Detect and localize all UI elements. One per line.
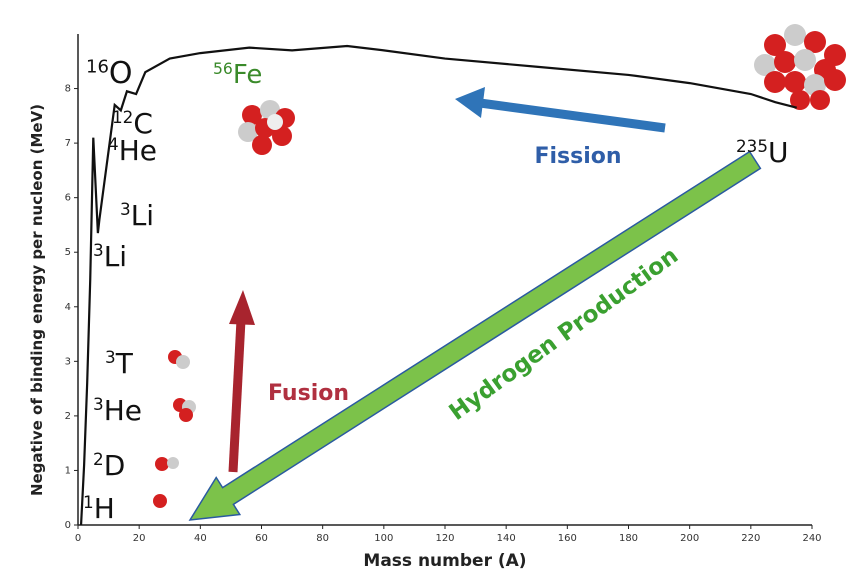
element-symbol: H <box>94 492 115 525</box>
element-symbol: Li <box>104 240 127 273</box>
mass-number: 3 <box>93 394 104 414</box>
y-axis-title: Negative of binding energy per nucleon (… <box>28 104 46 496</box>
y-tick-label: 7 <box>65 138 71 149</box>
nuclide-label: 3Li <box>120 199 154 232</box>
x-tick-label: 80 <box>316 533 329 544</box>
x-tick-label: 20 <box>133 533 146 544</box>
nuclide-label: 2D <box>93 449 125 482</box>
y-tick-label: 3 <box>65 356 71 367</box>
x-tick-label: 140 <box>497 533 516 544</box>
x-tick-label: 240 <box>802 533 821 544</box>
y-tick-label: 2 <box>65 411 71 422</box>
x-tick-label: 200 <box>680 533 699 544</box>
element-symbol: D <box>104 449 126 482</box>
mass-number: 56 <box>213 60 233 78</box>
x-tick-label: 100 <box>374 533 393 544</box>
x-tick-label: 0 <box>75 533 81 544</box>
mass-number: 16 <box>86 57 109 78</box>
y-tick-label: 1 <box>65 465 71 476</box>
element-symbol: O <box>109 56 133 91</box>
element-symbol: Li <box>131 199 154 232</box>
y-tick-label: 0 <box>65 520 71 531</box>
element-symbol: U <box>768 136 789 169</box>
mass-number: 235 <box>736 136 768 156</box>
y-tick-label: 5 <box>65 247 71 258</box>
element-symbol: T <box>115 347 134 380</box>
x-tick-label: 180 <box>619 533 638 544</box>
nuclide-label: 56Fe <box>213 60 262 90</box>
nuclide-label: 4He <box>108 134 157 167</box>
fission-arrow-head <box>455 87 485 118</box>
x-tick-label: 120 <box>435 533 454 544</box>
fusion-arrow-shaft <box>233 320 241 472</box>
element-symbol: Fe <box>233 60 263 90</box>
binding-curve <box>81 46 797 525</box>
u-nucleus <box>754 24 846 110</box>
x-tick-label: 160 <box>558 533 577 544</box>
fission-label: Fission <box>534 144 621 169</box>
fusion-arrow-head <box>229 290 255 325</box>
nuclide-label: 3T <box>105 347 134 380</box>
x-tick-label: 40 <box>194 533 207 544</box>
small-nuclei <box>153 350 196 508</box>
nuclide-label: 1H <box>83 492 115 525</box>
y-tick-label: 4 <box>65 302 71 313</box>
y-tick-label: 8 <box>65 84 71 95</box>
mass-number: 3 <box>105 347 116 367</box>
y-tick-label: 6 <box>65 193 71 204</box>
mass-number: 3 <box>120 199 131 219</box>
fission-arrow-shaft <box>480 103 665 128</box>
x-tick-label: 220 <box>741 533 760 544</box>
x-axis-title: Mass number (A) <box>363 551 526 571</box>
fusion-label: Fusion <box>268 381 349 406</box>
element-symbol: He <box>104 394 142 427</box>
nuclide-label: 16O <box>86 56 133 91</box>
hydrogen-arrow <box>190 152 760 520</box>
x-tick-label: 60 <box>255 533 268 544</box>
mass-number: 12 <box>112 107 133 127</box>
chart: 0123456780204060801001201401601802002202… <box>0 0 853 574</box>
nuclide-label: 3He <box>93 394 142 427</box>
element-symbol: He <box>119 134 157 167</box>
mass-number: 1 <box>83 492 94 512</box>
mass-number: 4 <box>108 134 119 154</box>
fe-nucleus <box>238 100 295 155</box>
nuclide-label: 3Li <box>93 240 127 273</box>
mass-number: 2 <box>93 449 104 469</box>
mass-number: 3 <box>93 240 104 260</box>
